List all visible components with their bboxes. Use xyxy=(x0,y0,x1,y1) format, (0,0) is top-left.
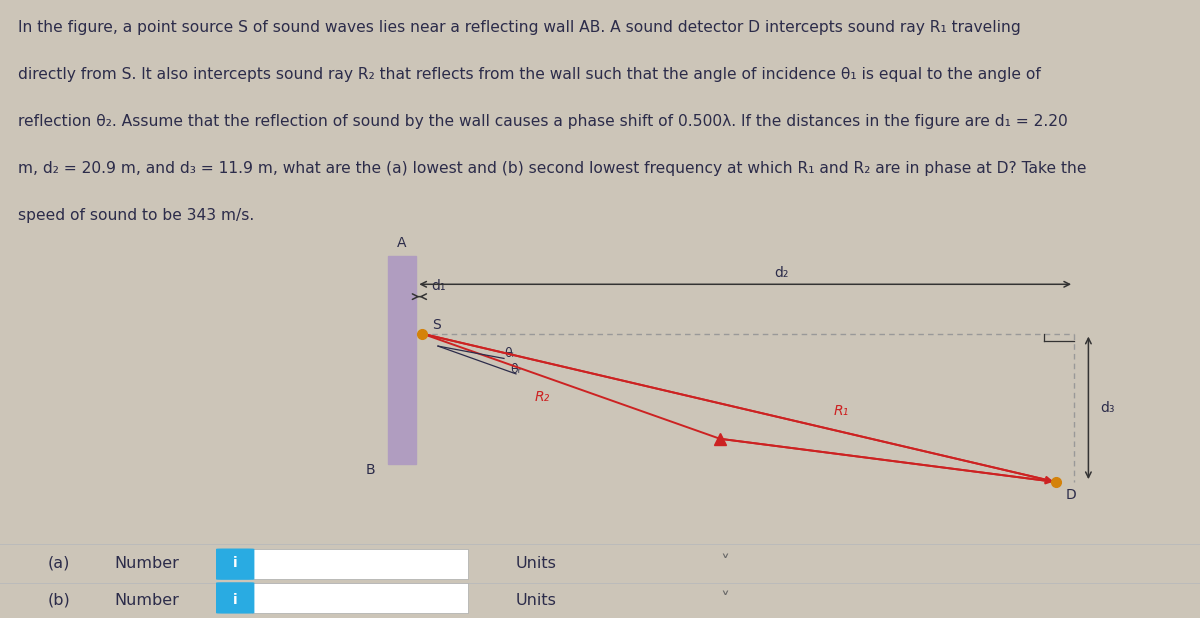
Text: i: i xyxy=(233,556,238,570)
FancyBboxPatch shape xyxy=(252,583,468,613)
Text: θᵢ: θᵢ xyxy=(504,347,514,360)
Text: Number: Number xyxy=(114,593,179,608)
Text: Units: Units xyxy=(516,593,557,608)
FancyBboxPatch shape xyxy=(252,549,468,580)
Text: m, d₂​ = 20.9 m, and d₃​ = 11.9 m, what are the ​(a) lowest​ and ​(b) second low: m, d₂​ = 20.9 m, and d₃​ = 11.9 m, what … xyxy=(18,161,1086,176)
Text: Units: Units xyxy=(516,556,557,571)
Text: θᵣ: θᵣ xyxy=(510,363,521,376)
Text: i: i xyxy=(233,593,238,607)
Text: B: B xyxy=(366,464,376,478)
Text: Number: Number xyxy=(114,556,179,571)
FancyBboxPatch shape xyxy=(216,549,254,580)
Text: speed of sound to be 343 m/s.: speed of sound to be 343 m/s. xyxy=(18,208,254,222)
Text: A: A xyxy=(397,236,407,250)
Text: S: S xyxy=(432,318,440,332)
Text: ˅: ˅ xyxy=(720,591,730,609)
Text: D: D xyxy=(1066,488,1076,502)
Text: (b): (b) xyxy=(48,593,71,608)
Text: reflection θ₂​. Assume that the reflection of sound by the wall causes a phase s: reflection θ₂​. Assume that the reflecti… xyxy=(18,114,1068,129)
Text: R₂: R₂ xyxy=(535,391,551,404)
Text: d₃: d₃ xyxy=(1100,401,1115,415)
FancyBboxPatch shape xyxy=(216,582,254,614)
Text: R₁: R₁ xyxy=(833,404,848,418)
Text: d₁: d₁ xyxy=(432,279,446,293)
Text: d₂: d₂ xyxy=(774,266,788,279)
Text: directly from S. It also intercepts sound ray R₂ that reflects from the wall suc: directly from S. It also intercepts soun… xyxy=(18,67,1040,82)
Text: ˅: ˅ xyxy=(720,554,730,572)
Text: In the figure, a point source S of sound waves lies near a reflecting wall AB. A: In the figure, a point source S of sound… xyxy=(18,20,1021,35)
Text: (a): (a) xyxy=(48,556,71,571)
Bar xyxy=(388,256,416,464)
